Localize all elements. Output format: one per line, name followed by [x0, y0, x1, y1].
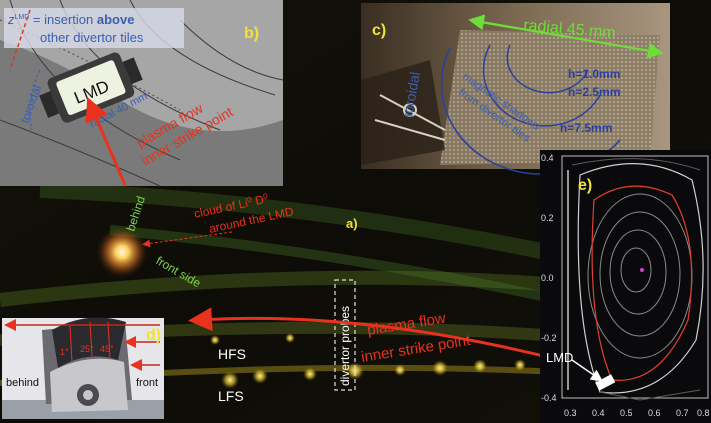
magnetic-axis [640, 268, 644, 272]
front-label-d: front [136, 377, 158, 389]
y-tick: 0.4 [541, 153, 554, 163]
angle-1-label: 1° [60, 347, 69, 357]
insertion-label: zLMD = insertion above [7, 12, 134, 27]
divertor-probes-label: divertor probes [338, 306, 352, 386]
cloud-arrow [142, 231, 233, 248]
h2-label: h=2.5mm [568, 85, 620, 99]
panel-b-label: b) [244, 25, 259, 42]
lmd-marker [595, 374, 616, 391]
insertion-line2: other divertor tiles [40, 30, 144, 45]
panel-e-label: e) [578, 177, 592, 194]
x-tick: 0.8 [697, 408, 710, 418]
panel-d-schematic: 1° 25° 45° behind front d) [2, 317, 164, 419]
x-axis-ticks: 0.3 0.4 0.5 0.6 0.7 0.8 [564, 408, 710, 418]
panel-e-plot: LMD 0.4 0.2 0.0 -0.2 -0.4 0.3 0.4 0.5 0.… [540, 150, 711, 423]
plasma-flow-arrow-a [188, 307, 561, 362]
h1-label: h=1.0mm [568, 67, 620, 81]
h3-label: h=7.5mm [560, 121, 612, 135]
lmd-mesh-surface [440, 30, 660, 165]
x-tick: 0.7 [676, 408, 689, 418]
y-axis-ticks: 0.4 0.2 0.0 -0.2 -0.4 [541, 153, 557, 403]
panel-b-cad-drawing: LMD zLMD = insertion above other diverto… [0, 0, 284, 187]
panel-c-photo: radial 45 mm toroidal h=1.0mm h=2.5mm h=… [361, 3, 670, 175]
lmd-component [39, 52, 143, 123]
angle-2-label: 25° [80, 344, 94, 354]
x-tick: 0.5 [620, 408, 633, 418]
panel-c-label: c) [372, 22, 386, 39]
y-tick: -0.4 [541, 393, 557, 403]
lmd-label-e: LMD [546, 350, 573, 365]
angle-3-label: 45° [100, 344, 114, 354]
x-tick: 0.3 [564, 408, 577, 418]
toroidal-label-c: toroidal [399, 71, 423, 119]
y-tick: -0.2 [541, 333, 557, 343]
z-dimension-line [9, 9, 31, 71]
behind-label-d: behind [6, 377, 39, 389]
separatrix [591, 185, 693, 381]
panel-d-label: d) [146, 327, 161, 344]
lfs-label: LFS [218, 388, 244, 404]
panel-a-label: a) [346, 216, 358, 231]
y-tick: 0.2 [541, 213, 554, 223]
divertor-probes-box [334, 279, 356, 391]
y-tick: 0.0 [541, 273, 554, 283]
plasma-flow-arrow-b [85, 96, 127, 186]
hfs-label: HFS [218, 346, 246, 362]
x-tick: 0.6 [648, 408, 661, 418]
lmd-glow [96, 226, 148, 278]
x-tick: 0.4 [592, 408, 605, 418]
